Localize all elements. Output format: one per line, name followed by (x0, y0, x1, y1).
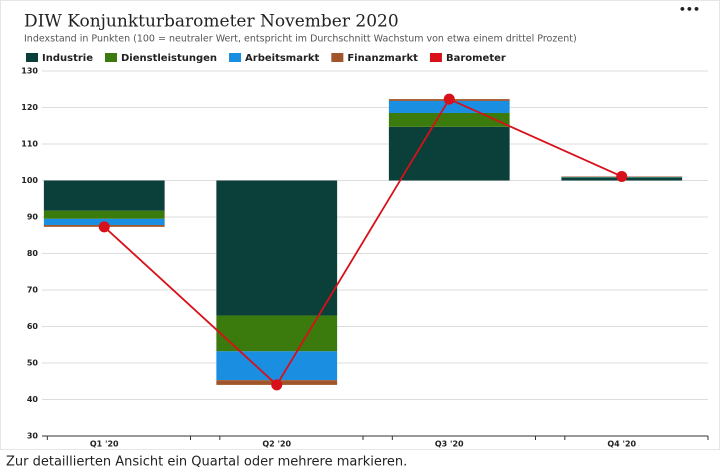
bar-segment (43, 210, 165, 219)
y-tick-label: 120 (21, 103, 38, 112)
y-tick-label: 60 (27, 322, 39, 331)
barometer-point (271, 379, 283, 391)
bar-segment (388, 100, 510, 113)
y-tick-label: 110 (21, 140, 38, 149)
chart-title: DIW Konjunkturbarometer November 2020 (24, 12, 399, 32)
chart-subtitle: Indexstand in Punkten (100 = neutraler W… (24, 34, 577, 45)
legend-swatch (229, 53, 242, 62)
barometer-point (98, 221, 110, 233)
bar-segment (43, 180, 165, 211)
legend-label: Finanzmarkt (347, 53, 418, 64)
x-tick-label: Q3 '20 (435, 440, 464, 449)
legend-swatch (331, 53, 344, 62)
y-tick-label: 30 (27, 432, 39, 441)
x-tick-label: Q1 '20 (90, 440, 119, 449)
legend-label: Dienstleistungen (121, 53, 217, 64)
y-tick-label: 50 (27, 359, 39, 368)
legend-swatch (26, 53, 38, 62)
bar-segment (388, 126, 510, 181)
barometer-point (443, 93, 455, 105)
y-tick-label: 100 (21, 176, 38, 185)
y-tick-label: 70 (27, 286, 39, 295)
legend-label: Industrie (42, 53, 93, 64)
x-tick-label: Q2 '20 (262, 440, 291, 449)
legend-swatch (429, 53, 442, 62)
legend-swatch (105, 53, 117, 62)
footer-note: Zur detaillierten Ansicht ein Quartal od… (6, 455, 407, 470)
bar-segment (216, 351, 338, 381)
barometer-line (103, 97, 623, 387)
y-tick-label: 80 (27, 249, 39, 258)
y-tick-label: 40 (27, 395, 39, 404)
y-tick-label: 130 (21, 67, 38, 76)
y-tick-label: 90 (27, 213, 39, 222)
menu-button[interactable]: ••• (679, 3, 700, 16)
bar-segment (388, 112, 510, 127)
legend-label: Barometer (446, 53, 506, 64)
bar-segment (216, 180, 338, 316)
x-tick-label: Q4 '20 (607, 440, 636, 449)
bar-segment (216, 315, 338, 352)
legend-label: Arbeitsmarkt (245, 53, 320, 64)
barometer-point (616, 170, 628, 182)
